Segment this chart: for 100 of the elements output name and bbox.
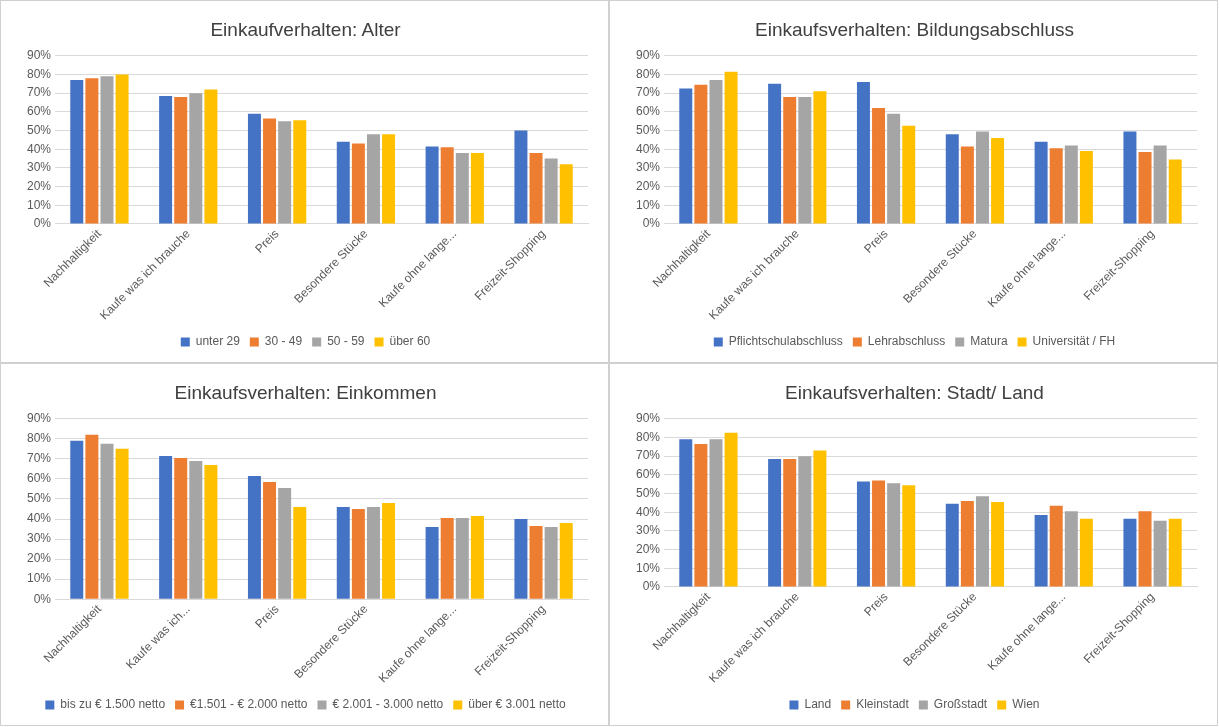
y-tick-label: 30% — [26, 160, 52, 175]
chart-title: Einkaufverhalten: Alter — [210, 18, 402, 40]
bar — [1138, 152, 1152, 224]
bar — [382, 134, 396, 224]
bar — [204, 89, 218, 224]
legend-label: Matura — [970, 334, 1008, 349]
bar — [798, 96, 812, 224]
bar — [70, 440, 84, 599]
y-tick-label: 50% — [635, 485, 661, 500]
bar — [278, 487, 292, 599]
bar — [544, 158, 558, 224]
legend-label: über € 3.001 netto — [468, 697, 566, 712]
bar — [1034, 515, 1048, 587]
bar — [1168, 159, 1182, 224]
bar — [263, 118, 277, 224]
bar — [902, 125, 916, 224]
y-tick-label: 80% — [635, 66, 661, 81]
bar — [1123, 518, 1137, 587]
legend-label: 30 - 49 — [264, 334, 303, 349]
legend-label: Wien — [1012, 697, 1040, 712]
bar — [366, 134, 380, 224]
bar — [336, 141, 350, 224]
legend-label: Lehrabschluss — [867, 334, 946, 349]
legend-label: Pflichtschulabschluss — [728, 334, 843, 349]
legend-label: Großstadt — [933, 697, 988, 712]
bar — [204, 464, 218, 599]
bar — [559, 523, 573, 599]
bar — [336, 507, 350, 599]
y-tick-label: 90% — [26, 48, 52, 63]
y-tick-label: 60% — [635, 467, 661, 482]
bar — [247, 113, 261, 224]
y-tick-label: 0% — [642, 579, 661, 594]
bar — [85, 78, 99, 224]
bar — [159, 95, 173, 224]
bar — [366, 507, 380, 599]
bar — [1034, 141, 1048, 224]
bar — [1153, 520, 1167, 587]
bar — [679, 88, 693, 224]
y-tick-label: 90% — [635, 48, 661, 63]
y-tick-label: 30% — [635, 160, 661, 175]
chart-title: Einkaufsverhalten: Einkommen — [174, 381, 437, 403]
bar — [470, 516, 484, 599]
bar — [440, 518, 454, 599]
bar — [351, 143, 365, 224]
bar — [960, 501, 974, 587]
bar — [470, 152, 484, 224]
bar — [1049, 148, 1063, 224]
bar — [425, 146, 439, 224]
bar — [887, 483, 901, 587]
y-tick-label: 40% — [26, 141, 52, 156]
bar — [902, 485, 916, 587]
legend-label: bis zu € 1.500 netto — [60, 697, 166, 712]
y-tick-label: 90% — [635, 411, 661, 426]
bar — [783, 96, 797, 224]
y-tick-label: 60% — [26, 471, 52, 486]
bar — [709, 439, 723, 587]
legend-label: über 60 — [389, 334, 431, 349]
bar — [189, 460, 203, 599]
bar — [872, 480, 886, 587]
bar — [1123, 131, 1137, 224]
bar — [856, 81, 870, 224]
bar — [768, 83, 782, 224]
legend-label: € 2.001 - 3.000 netto — [332, 697, 444, 712]
bar — [115, 74, 129, 224]
bar — [1153, 145, 1167, 224]
bar — [100, 76, 114, 224]
bar — [1138, 511, 1152, 587]
y-tick-label: 0% — [33, 591, 52, 606]
bar — [945, 503, 959, 587]
y-tick-label: 70% — [26, 451, 52, 466]
y-tick-label: 10% — [26, 197, 52, 212]
y-tick-label: 10% — [635, 197, 661, 212]
bar — [1079, 151, 1093, 224]
legend-label: 50 - 59 — [327, 334, 365, 349]
bar — [768, 458, 782, 587]
bar — [960, 146, 974, 224]
bar — [189, 93, 203, 224]
legend-label: €1.501 - € 2.000 netto — [190, 697, 308, 712]
bar — [425, 527, 439, 599]
bar — [544, 527, 558, 599]
bar — [991, 138, 1005, 224]
bar — [1064, 145, 1078, 224]
y-tick-label: 70% — [635, 85, 661, 100]
bar — [247, 475, 261, 599]
bar — [975, 131, 989, 224]
bar — [514, 519, 528, 599]
bar — [694, 444, 708, 587]
bar — [293, 507, 307, 599]
bar — [709, 80, 723, 224]
bar — [991, 501, 1005, 587]
bar — [263, 481, 277, 599]
bar — [679, 439, 693, 587]
bar — [872, 108, 886, 224]
y-tick-label: 20% — [635, 541, 661, 556]
y-tick-label: 20% — [26, 551, 52, 566]
y-tick-label: 60% — [26, 104, 52, 119]
bar — [798, 456, 812, 587]
bar — [813, 450, 827, 587]
bar — [440, 147, 454, 224]
bar — [455, 152, 469, 224]
